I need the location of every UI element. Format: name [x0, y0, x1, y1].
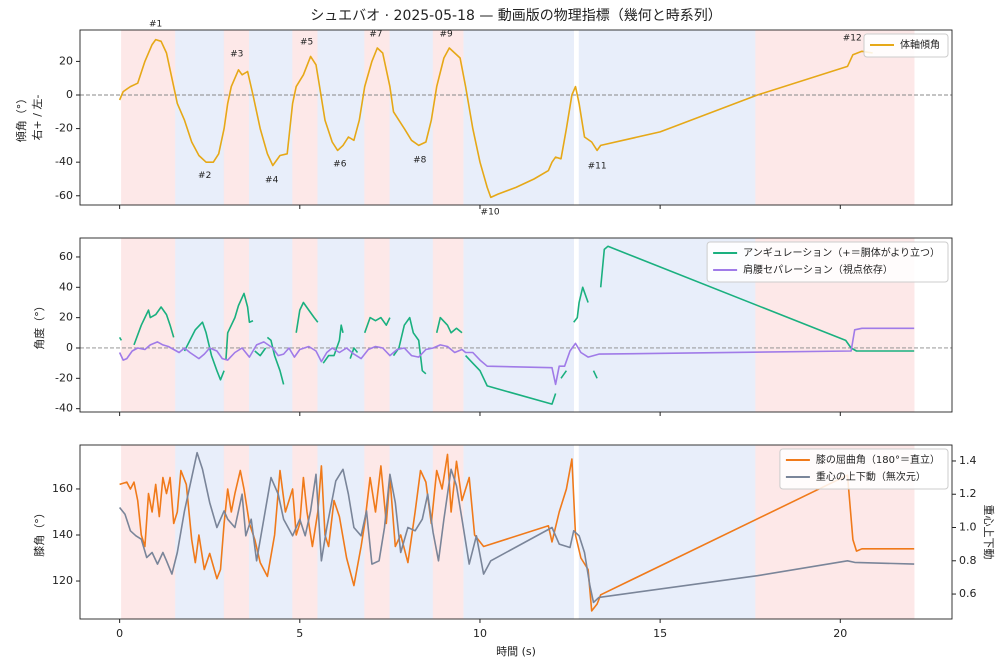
annotation: #12 — [843, 34, 862, 44]
plot-frame — [79, 237, 953, 413]
legend-box — [863, 33, 949, 58]
phase-span — [317, 29, 365, 206]
y-tick-label: 0 — [66, 341, 73, 354]
y-tick-label: 20 — [59, 311, 73, 324]
y-tick-label: 40 — [59, 280, 73, 293]
phase-span — [121, 444, 176, 620]
phase-span — [249, 237, 293, 413]
series-line — [118, 38, 873, 199]
phase-span — [463, 237, 574, 413]
y-axis-label: 傾角（°） — [14, 93, 28, 143]
y2-tick-label: 1.0 — [959, 521, 977, 534]
phase-span — [249, 29, 293, 206]
y2-tick-label: 1.4 — [959, 454, 977, 467]
legend-box — [779, 448, 949, 490]
phase-span — [432, 237, 465, 413]
phase-span — [223, 237, 250, 413]
phase-span — [578, 29, 756, 206]
plot-frame — [79, 444, 953, 620]
legend-label: 重心の上下動（無次元） — [816, 470, 926, 483]
phase-span — [292, 237, 319, 413]
phase-span — [292, 29, 319, 206]
phase-span — [463, 444, 574, 620]
legend: アンギュレーション（+＝胴体がより立つ） 肩腰セパレーション（視点依存） — [706, 241, 949, 283]
y-axis-label: 角度（°） — [32, 300, 46, 350]
legend: 体軸傾角 — [863, 33, 949, 58]
annotation: #9 — [439, 30, 453, 40]
legend-label: 肩腰セパレーション（視点依存） — [743, 263, 893, 276]
legend-label: 膝の屈曲角（180°＝直立） — [816, 453, 940, 466]
y-tick-label: -40 — [55, 155, 73, 168]
chart-title: シュエバオ · 2025-05-18 — 動画版の物理指標（幾何と時系列） — [310, 8, 722, 24]
phase-span — [463, 29, 574, 206]
y-tick-label: 20 — [59, 54, 73, 67]
x-tick-label: 5 — [296, 627, 303, 640]
legend: 膝の屈曲角（180°＝直立） 重心の上下動（無次元） — [779, 448, 949, 490]
y-tick-label: -60 — [55, 189, 73, 202]
y-tick-label: -20 — [55, 371, 73, 384]
series-line — [118, 327, 915, 386]
y-tick-label: 120 — [52, 574, 73, 587]
annotation: #3 — [230, 50, 243, 60]
phase-span — [578, 444, 756, 620]
x-tick-label: 10 — [473, 627, 487, 640]
y2-tick-label: 0.6 — [959, 587, 977, 600]
phase-span — [364, 29, 391, 206]
legend-label: アンギュレーション（+＝胴体がより立つ） — [743, 246, 940, 259]
y-tick-label: 140 — [52, 528, 73, 541]
y-tick-label: 0 — [66, 88, 73, 101]
phase-span — [121, 29, 176, 206]
annotation: #7 — [369, 30, 382, 40]
annotation: #2 — [198, 171, 211, 181]
y-tick-label: -20 — [55, 122, 73, 135]
phase-span — [175, 444, 225, 620]
annotation: #6 — [333, 159, 347, 169]
y2-axis-label: 重心上下動 — [982, 505, 996, 560]
x-tick-label: 0 — [116, 627, 123, 640]
y2-tick-label: 0.8 — [959, 554, 977, 567]
legend-box — [706, 241, 949, 283]
annotation: #10 — [481, 207, 500, 217]
series-line — [119, 453, 915, 612]
phase-span — [755, 29, 915, 206]
annotation: #11 — [588, 162, 607, 172]
legend-label: 体軸傾角 — [900, 38, 940, 51]
y-tick-label: 60 — [59, 250, 73, 263]
x-tick-label: 20 — [833, 627, 847, 640]
x-tick-label: 15 — [653, 627, 667, 640]
y-tick-label: 160 — [52, 482, 73, 495]
phase-span — [249, 444, 293, 620]
y2-tick-label: 1.2 — [959, 487, 977, 500]
series-line — [118, 451, 915, 604]
annotation: #4 — [265, 175, 279, 185]
y-axis-label: 膝角（°） — [33, 507, 46, 557]
y-tick-label: -40 — [55, 402, 73, 415]
annotation: #5 — [300, 38, 313, 48]
series-line — [118, 245, 915, 405]
plot-frame — [79, 29, 953, 206]
y-axis-label: 右+ / 左- — [30, 95, 44, 141]
x-axis-label: 時間 (s) — [496, 645, 536, 658]
annotation: #1 — [149, 19, 162, 29]
annotation: #8 — [413, 155, 427, 165]
phase-span — [121, 237, 176, 413]
